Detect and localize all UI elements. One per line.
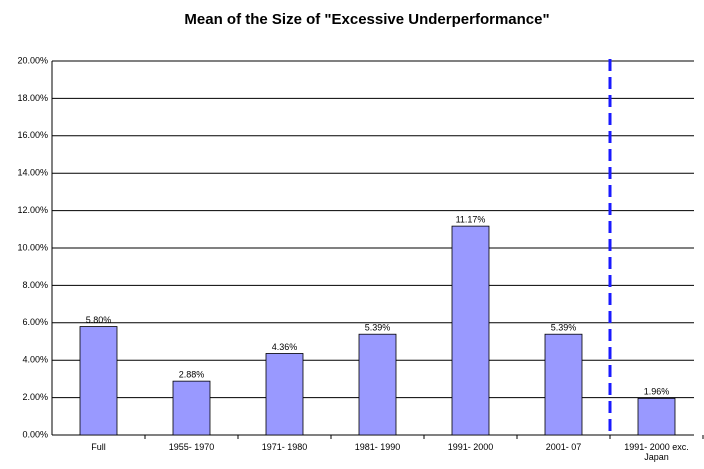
x-tick-label-box: 1955- 1970 [168, 442, 215, 452]
bar [637, 397, 676, 436]
x-tick-label-box: Full [91, 442, 106, 452]
data-label: 11.17% [456, 214, 486, 224]
y-tick-label: 20.00% [17, 55, 48, 65]
data-label: 1.96% [644, 387, 670, 397]
bar [544, 333, 583, 436]
x-tick-label: 1991- 2000 exc. Japan [624, 442, 689, 462]
x-tick-label: 1991- 2000 [447, 442, 494, 452]
y-tick-label: 10.00% [17, 242, 48, 252]
x-tick-label-box: 2001- 07 [545, 442, 582, 452]
x-tick-label-box: 1971- 1980 [261, 442, 308, 452]
bar [265, 353, 304, 436]
y-tick-label: 18.00% [17, 93, 48, 103]
data-label: 5.39% [551, 323, 577, 333]
data-label: 5.39% [365, 323, 391, 333]
x-tick-label: 1981- 1990 [354, 442, 401, 452]
y-tick-label: 14.00% [17, 168, 48, 178]
y-tick-label: 2.00% [22, 392, 48, 402]
x-tick-label-box: 1991- 2000 [447, 442, 494, 452]
y-tick-label: 8.00% [22, 280, 48, 290]
x-tick-label: 1971- 1980 [261, 442, 308, 452]
data-label: 5.80% [86, 315, 112, 325]
data-label: 2.88% [179, 370, 205, 380]
x-tick-label: 2001- 07 [545, 442, 582, 452]
x-tick-label: 1955- 1970 [168, 442, 215, 452]
chart-title: Mean of the Size of "Excessive Underperf… [184, 11, 549, 28]
x-tick-label-box: 1981- 1990 [354, 442, 401, 452]
y-tick-label: 4.00% [22, 355, 48, 365]
y-tick-label: 6.00% [22, 317, 48, 327]
bar [451, 225, 490, 436]
bar [358, 333, 397, 436]
y-tick-label: 0.00% [22, 429, 48, 439]
data-label: 4.36% [272, 342, 298, 352]
y-tick-label: 12.00% [17, 205, 48, 215]
bar [79, 326, 118, 436]
y-tick-label: 16.00% [17, 130, 48, 140]
x-tick-label-box: 1991- 2000 exc. Japan [624, 442, 689, 462]
x-tick-label: Full [91, 442, 106, 452]
bar [172, 380, 211, 436]
